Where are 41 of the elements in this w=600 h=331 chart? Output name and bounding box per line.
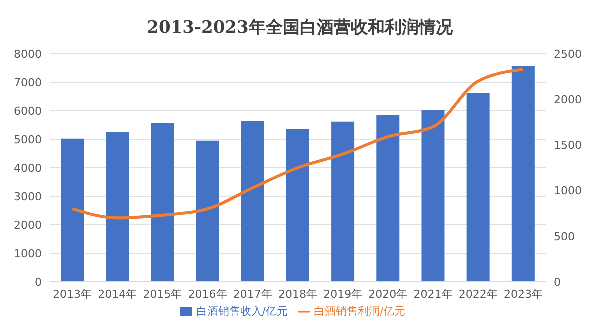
- bar: [106, 132, 130, 282]
- bar: [332, 122, 355, 282]
- bar: [466, 93, 490, 282]
- x-tick-label: 2015年: [143, 288, 182, 301]
- y-tick-label: 0: [35, 276, 42, 289]
- x-tick-label: 2020年: [368, 288, 408, 301]
- y2-tick-label: 500: [554, 230, 575, 244]
- x-tick-label: 2016年: [188, 288, 228, 301]
- legend-label: 白酒销售利润/亿元: [314, 305, 406, 318]
- line-series: [71, 68, 525, 220]
- bar: [376, 116, 400, 282]
- y2-tick-label: 2500: [554, 48, 582, 61]
- bar: [241, 120, 264, 282]
- y-tick-label: 5000: [14, 133, 42, 146]
- legend-label: 白酒销售收入/亿元: [196, 305, 288, 318]
- y2-tick-label: 1500: [554, 139, 582, 152]
- x-tick-label: 2018年: [278, 288, 318, 301]
- x-tick-label: 2021年: [414, 288, 453, 301]
- bar: [422, 110, 445, 282]
- bar: [512, 66, 535, 282]
- x-tick-label: 2022年: [458, 288, 498, 301]
- y-tick-label: 4000: [14, 162, 42, 175]
- y2-tick-label: 1000: [554, 184, 582, 198]
- bar: [286, 129, 310, 282]
- y-tick-label: 6000: [14, 104, 42, 118]
- bar: [151, 124, 174, 282]
- y-tick-label: 8000: [14, 48, 42, 61]
- chart-title: 2013-2023年全国白酒营收和利润情况: [146, 17, 454, 40]
- x-tick-label: 2014年: [98, 288, 138, 301]
- x-tick-label: 2017年: [233, 288, 272, 301]
- x-tick-label: 2013年: [53, 288, 92, 301]
- bar: [61, 138, 84, 282]
- bar: [196, 140, 220, 282]
- y2-tick-label: 0: [554, 276, 561, 289]
- y-tick-label: 3000: [14, 190, 42, 204]
- x-tick-label: 2023年: [504, 288, 543, 301]
- y-tick-label: 1000: [14, 247, 42, 260]
- x-tick-label: 2019年: [324, 288, 363, 301]
- y2-tick-label: 2000: [554, 94, 582, 107]
- y-tick-label: 2000: [14, 218, 42, 232]
- y-tick-label: 7000: [14, 76, 42, 90]
